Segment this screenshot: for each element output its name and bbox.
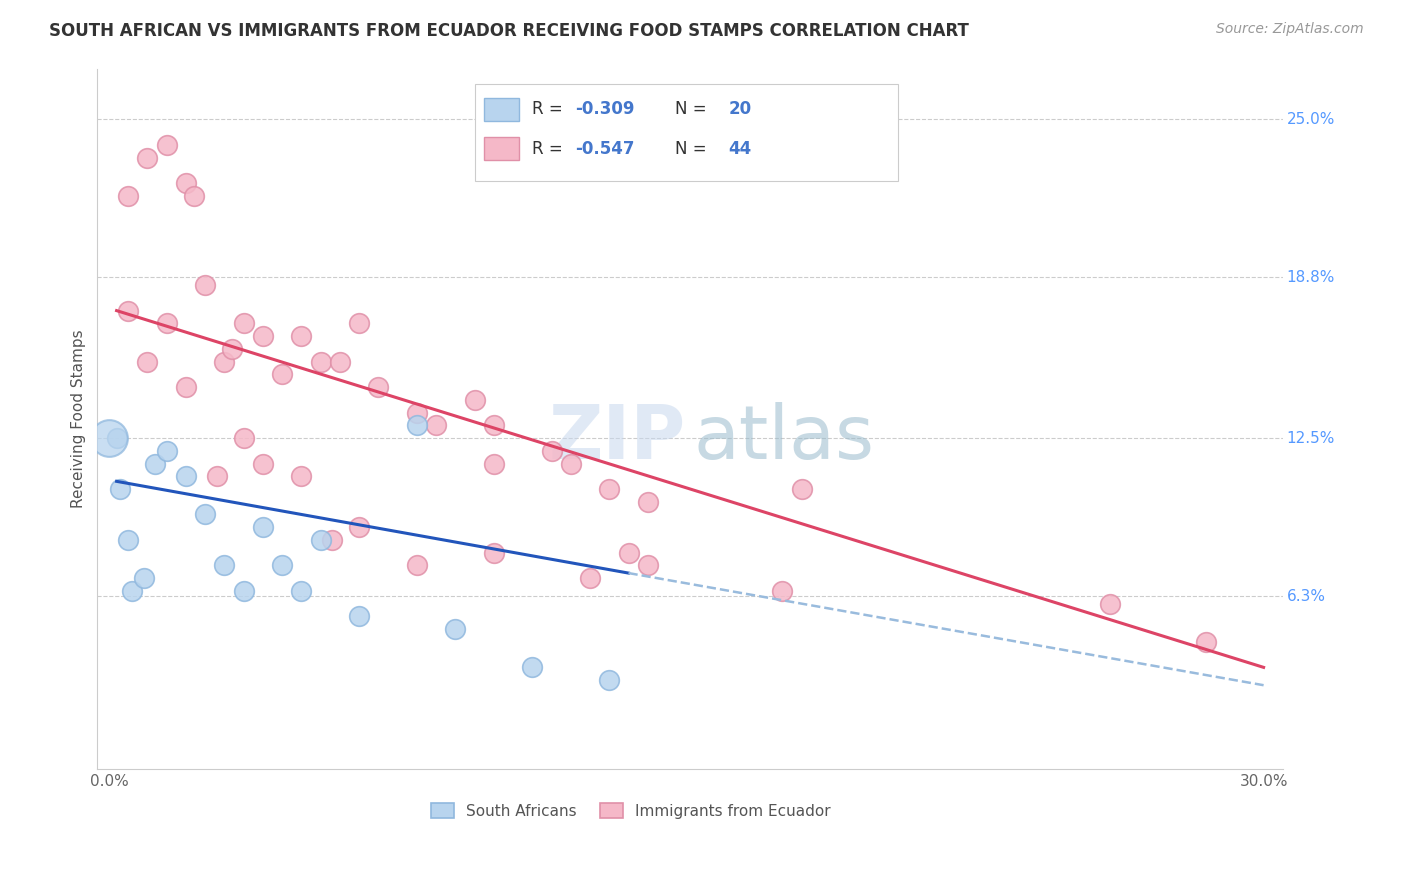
Point	[174, 469, 197, 483]
Point	[290, 469, 312, 483]
Point	[444, 622, 467, 636]
Text: R =: R =	[533, 140, 568, 158]
Point	[464, 392, 486, 407]
Point	[482, 546, 505, 560]
Point	[1195, 635, 1218, 649]
Point	[772, 583, 794, 598]
FancyBboxPatch shape	[484, 137, 519, 161]
Point	[560, 457, 582, 471]
Point	[117, 533, 139, 547]
Point	[132, 571, 155, 585]
Text: 25.0%: 25.0%	[1286, 112, 1336, 127]
Point	[143, 457, 166, 471]
Point	[579, 571, 602, 585]
Point	[205, 469, 228, 483]
Point	[790, 482, 813, 496]
Point	[637, 494, 659, 508]
Point	[405, 405, 427, 419]
Point	[598, 673, 620, 687]
Point	[617, 546, 640, 560]
Point	[252, 329, 274, 343]
Point	[425, 418, 447, 433]
Point	[117, 303, 139, 318]
Text: SOUTH AFRICAN VS IMMIGRANTS FROM ECUADOR RECEIVING FOOD STAMPS CORRELATION CHART: SOUTH AFRICAN VS IMMIGRANTS FROM ECUADOR…	[49, 22, 969, 40]
Text: N =: N =	[675, 140, 711, 158]
Point	[214, 354, 236, 368]
Point	[252, 457, 274, 471]
Text: ZIP: ZIP	[548, 401, 686, 475]
Text: 20: 20	[728, 100, 752, 119]
FancyBboxPatch shape	[484, 98, 519, 120]
Point	[110, 482, 132, 496]
Point	[221, 342, 243, 356]
Point	[252, 520, 274, 534]
Text: 18.8%: 18.8%	[1286, 270, 1336, 285]
Point	[367, 380, 389, 394]
Point	[194, 508, 217, 522]
Point	[183, 189, 205, 203]
Point	[232, 583, 254, 598]
Point	[1098, 597, 1121, 611]
Point	[117, 189, 139, 203]
Text: 12.5%: 12.5%	[1286, 431, 1336, 445]
Point	[290, 583, 312, 598]
Text: R =: R =	[533, 100, 568, 119]
Point	[214, 558, 236, 573]
Point	[347, 317, 370, 331]
Point	[482, 418, 505, 433]
Text: 6.3%: 6.3%	[1286, 589, 1326, 604]
Point	[271, 558, 294, 573]
Point	[405, 418, 427, 433]
Point	[522, 660, 544, 674]
Point	[194, 278, 217, 293]
Point	[105, 431, 128, 445]
Text: 44: 44	[728, 140, 752, 158]
Point	[309, 533, 332, 547]
Point	[347, 609, 370, 624]
Point	[156, 138, 179, 153]
Point	[232, 431, 254, 445]
Legend: South Africans, Immigrants from Ecuador: South Africans, Immigrants from Ecuador	[425, 797, 837, 825]
Point	[290, 329, 312, 343]
Point	[540, 443, 562, 458]
Point	[309, 354, 332, 368]
Point	[271, 368, 294, 382]
Point	[156, 317, 179, 331]
Point	[598, 482, 620, 496]
FancyBboxPatch shape	[475, 84, 898, 181]
Point	[347, 520, 370, 534]
Text: Source: ZipAtlas.com: Source: ZipAtlas.com	[1216, 22, 1364, 37]
Point	[97, 431, 120, 445]
Point	[156, 443, 179, 458]
Point	[637, 558, 659, 573]
Point	[329, 354, 352, 368]
Y-axis label: Receiving Food Stamps: Receiving Food Stamps	[72, 330, 86, 508]
Point	[174, 176, 197, 190]
Text: -0.547: -0.547	[575, 140, 634, 158]
Point	[136, 151, 159, 165]
Point	[482, 457, 505, 471]
Point	[232, 317, 254, 331]
Text: N =: N =	[675, 100, 711, 119]
Text: atlas: atlas	[695, 401, 875, 475]
Point	[174, 380, 197, 394]
Text: -0.309: -0.309	[575, 100, 634, 119]
Point	[405, 558, 427, 573]
Point	[321, 533, 343, 547]
Point	[121, 583, 143, 598]
Point	[136, 354, 159, 368]
